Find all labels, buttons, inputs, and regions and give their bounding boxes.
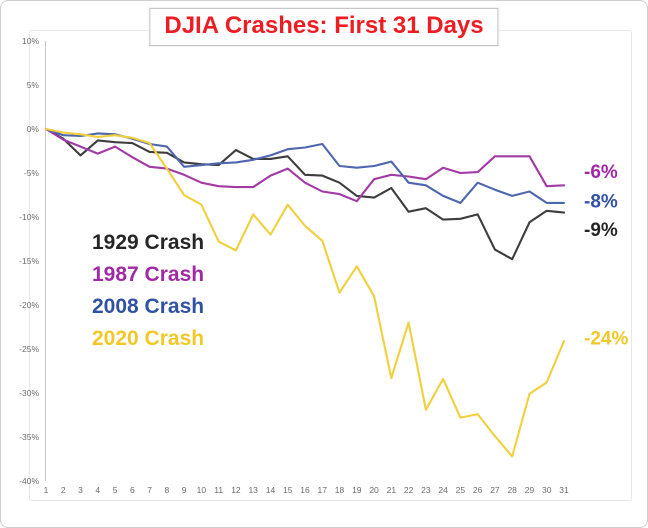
y-tick-label: -35%	[19, 432, 39, 442]
x-tick-label: 6	[130, 485, 135, 495]
end-label-1987: -6%	[584, 162, 618, 183]
x-tick-label: 23	[421, 485, 431, 495]
x-tick-label: 17	[318, 485, 328, 495]
chart-title-text: DJIA Crashes: First 31 Days	[164, 12, 484, 39]
chart-legend: 1929 Crash 1987 Crash 2008 Crash 2020 Crash	[92, 227, 204, 355]
x-tick-label: 29	[525, 485, 535, 495]
x-tick-label: 2	[61, 485, 66, 495]
x-tick-label: 7	[147, 485, 152, 495]
x-tick-label: 14	[266, 485, 276, 495]
legend-item-1929: 1929 Crash	[92, 231, 205, 254]
x-tick-label: 20	[369, 485, 379, 495]
x-tick-label: 5	[113, 485, 118, 495]
x-tick-label: 3	[78, 485, 83, 495]
x-tick-label: 4	[95, 485, 100, 495]
legend-item-2020: 2020 Crash	[92, 327, 205, 350]
end-label-1929: -9%	[584, 220, 618, 241]
x-tick-label: 9	[182, 485, 187, 495]
series-line-2020	[44, 127, 566, 458]
y-tick-label: -25%	[19, 344, 39, 354]
y-tick-label: 0%	[27, 124, 40, 134]
x-tick-label: 25	[456, 485, 466, 495]
x-tick-label: 26	[473, 485, 483, 495]
x-tick-label: 21	[387, 485, 397, 495]
x-tick-label: 11	[214, 485, 223, 495]
x-tick-label: 8	[164, 485, 169, 495]
end-label-2008: -8%	[584, 191, 618, 212]
y-tick-label: -40%	[19, 476, 39, 486]
series-line-1929	[44, 127, 566, 261]
y-tick-label: -15%	[19, 256, 39, 266]
x-tick-label: 19	[352, 485, 362, 495]
x-tick-label: 12	[231, 485, 241, 495]
series-line-2008	[44, 127, 566, 204]
legend-item-2008: 2008 Crash	[92, 295, 205, 318]
x-tick-label: 30	[542, 485, 552, 495]
x-tick-label: 31	[559, 485, 569, 495]
x-tick-label: 1	[44, 485, 49, 495]
y-tick-label: 5%	[27, 80, 40, 90]
x-tick-label: 22	[404, 485, 414, 495]
chart-title-box: DJIA Crashes: First 31 Days	[149, 8, 499, 46]
end-label-2020: -24%	[584, 329, 628, 350]
x-tick-label: 24	[438, 485, 448, 495]
x-tick-label: 13	[248, 485, 258, 495]
x-tick-label: 16	[300, 485, 310, 495]
y-tick-label: -20%	[19, 300, 39, 310]
x-tick-label: 27	[490, 485, 500, 495]
x-tick-label: 10	[197, 485, 207, 495]
y-tick-label: -5%	[24, 168, 40, 178]
y-tick-label: 10%	[22, 36, 39, 46]
x-tick-label: 15	[283, 485, 293, 495]
series-line-1987	[44, 127, 566, 203]
x-tick-label: 18	[335, 485, 345, 495]
x-tick-label: 28	[507, 485, 517, 495]
y-tick-label: -30%	[19, 388, 39, 398]
y-tick-label: -10%	[19, 212, 39, 222]
legend-item-1987: 1987 Crash	[92, 263, 205, 286]
